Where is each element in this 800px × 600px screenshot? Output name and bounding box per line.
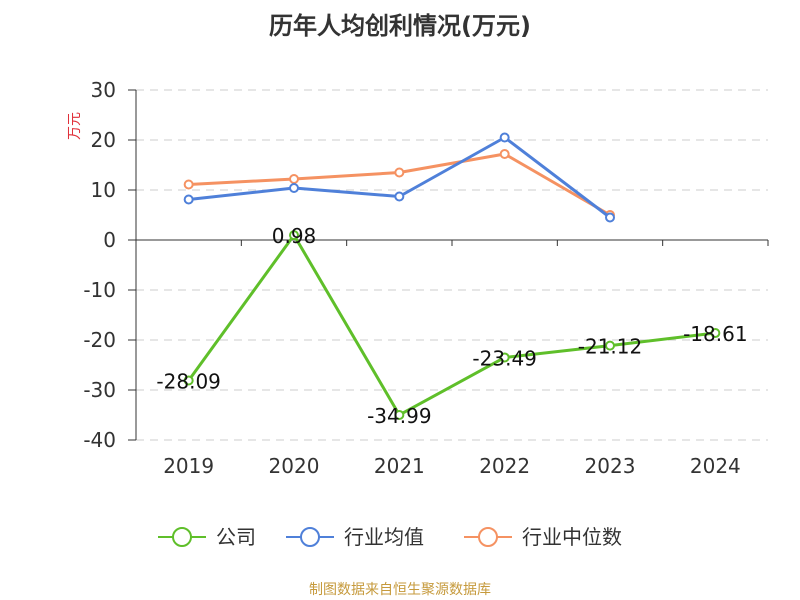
legend-item[interactable]: 公司 bbox=[158, 525, 256, 549]
series-industry-median bbox=[183, 149, 615, 220]
data-point[interactable] bbox=[499, 149, 510, 159]
x-tick-label: 2019 bbox=[163, 454, 214, 478]
data-point[interactable] bbox=[605, 212, 615, 223]
grid-lines bbox=[136, 89, 768, 441]
data-label: -18.61 bbox=[683, 322, 747, 346]
y-axis-ticks: 30 20 10 0 -10 -20 -30 -40 bbox=[83, 78, 136, 452]
legend-item[interactable]: 行业均值 bbox=[286, 525, 424, 549]
data-label: -23.49 bbox=[472, 346, 536, 370]
y-axis-label: 万元 bbox=[67, 112, 83, 140]
legend-marker-icon bbox=[478, 527, 498, 547]
data-label: -21.12 bbox=[578, 335, 642, 359]
legend-label: 公司 bbox=[216, 525, 256, 549]
series-layer bbox=[183, 132, 721, 420]
y-tick-label: 30 bbox=[91, 78, 116, 102]
data-point[interactable] bbox=[499, 132, 510, 143]
data-point[interactable] bbox=[289, 230, 299, 241]
x-tick-label: 2022 bbox=[479, 454, 530, 478]
data-point[interactable] bbox=[499, 352, 510, 363]
x-tick-label: 2020 bbox=[269, 454, 320, 478]
x-axis-ticks: 2019 2020 2021 2022 2023 2024 bbox=[135, 240, 769, 478]
data-point[interactable] bbox=[183, 179, 194, 190]
data-label: -28.09 bbox=[156, 369, 220, 393]
y-tick-label: -30 bbox=[83, 378, 116, 402]
data-point[interactable] bbox=[183, 375, 194, 386]
data-point[interactable] bbox=[289, 183, 299, 193]
y-tick-label: 10 bbox=[91, 178, 116, 202]
data-point[interactable] bbox=[394, 191, 405, 202]
data-label: 0.98 bbox=[272, 224, 317, 248]
legend-marker-icon bbox=[172, 527, 192, 547]
data-point[interactable] bbox=[394, 167, 405, 178]
series-industry-mean bbox=[183, 132, 615, 223]
x-tick-label: 2021 bbox=[374, 454, 425, 478]
y-tick-label: 0 bbox=[103, 228, 116, 252]
data-label: -34.99 bbox=[367, 404, 431, 428]
legend-label: 行业中位数 bbox=[522, 525, 622, 549]
y-tick-label: -10 bbox=[83, 278, 116, 302]
data-point[interactable] bbox=[605, 340, 615, 351]
source-note: 制图数据来自恒生聚源数据库 bbox=[309, 582, 491, 598]
legend[interactable]: 公司 行业均值 行业中位数 bbox=[158, 525, 622, 549]
data-point[interactable] bbox=[289, 174, 299, 184]
data-point[interactable] bbox=[183, 194, 194, 205]
chart-title: 历年人均创利情况(万元) bbox=[269, 12, 531, 40]
y-tick-label: -20 bbox=[83, 328, 116, 352]
x-tick-label: 2024 bbox=[690, 454, 741, 478]
data-point[interactable] bbox=[710, 328, 721, 339]
data-point[interactable] bbox=[394, 409, 405, 420]
x-tick-label: 2023 bbox=[585, 454, 636, 478]
legend-marker-icon bbox=[300, 527, 320, 547]
y-tick-label: 20 bbox=[91, 128, 116, 152]
series-line bbox=[187, 233, 716, 417]
series-company bbox=[183, 230, 721, 420]
data-labels: -28.09 0.98 -34.99 -23.49 -21.12 -18.61 bbox=[156, 224, 747, 428]
legend-label: 行业均值 bbox=[344, 525, 424, 549]
y-tick-label: -40 bbox=[83, 428, 116, 452]
legend-item[interactable]: 行业中位数 bbox=[464, 525, 622, 549]
series-line bbox=[188, 152, 611, 217]
